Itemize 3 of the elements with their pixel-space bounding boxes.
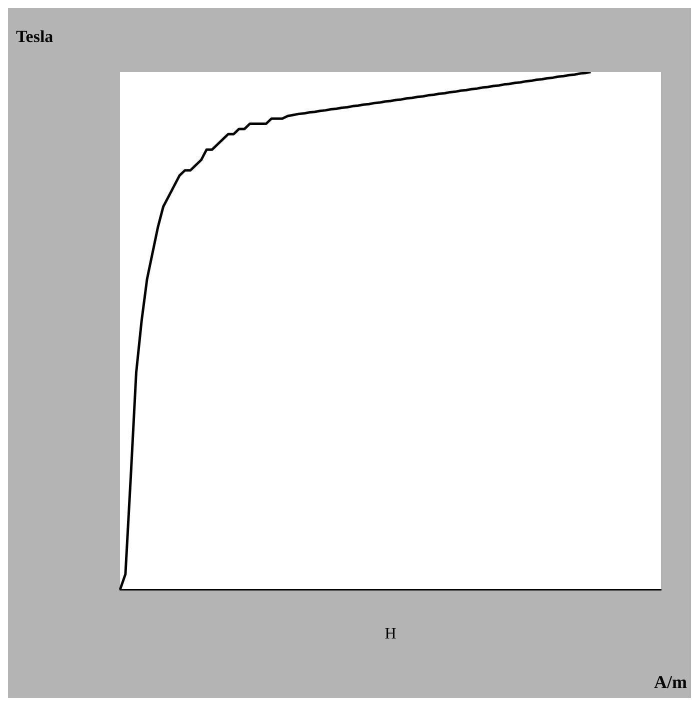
x-axis-title: H	[384, 626, 397, 643]
text: A/m	[654, 672, 687, 692]
y-axis-title: Tesla	[16, 27, 54, 46]
